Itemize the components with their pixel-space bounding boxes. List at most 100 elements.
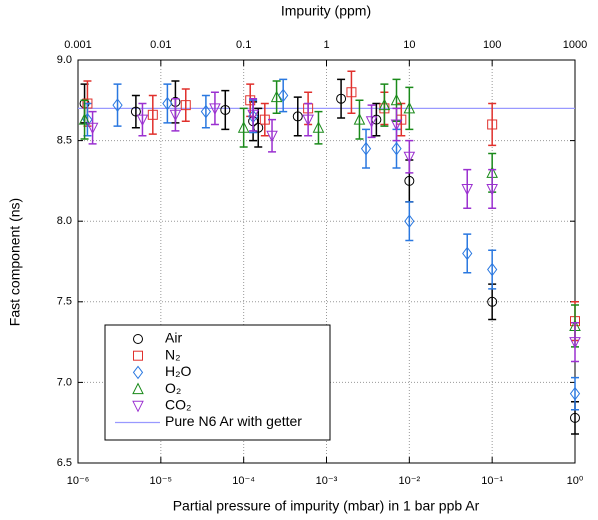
marker	[360, 141, 372, 156]
legend-label: N₂	[165, 346, 181, 362]
error-bar	[392, 107, 401, 142]
marker	[403, 101, 416, 114]
marker	[247, 109, 259, 122]
marker	[270, 90, 283, 103]
error-bar	[272, 80, 281, 114]
error-bar	[405, 86, 414, 131]
error-bar	[362, 128, 371, 169]
x-axis-title: Partial pressure of impurity (mbar) in 1…	[173, 498, 480, 514]
legend-box	[104, 324, 331, 441]
x2-axis-title: Impurity (ppm)	[281, 3, 371, 19]
marker	[403, 151, 416, 164]
error-bar	[268, 118, 277, 153]
marker	[312, 121, 325, 133]
legend-label: Pure N6 Ar with getter	[165, 413, 302, 429]
error-bar	[210, 91, 219, 126]
error-bar	[488, 249, 497, 290]
error-bar	[239, 107, 248, 148]
error-bar	[113, 83, 122, 127]
marker	[292, 111, 303, 122]
x-tick-label: 10⁰	[567, 475, 584, 487]
marker	[461, 183, 474, 196]
x2-tick-label: 1000	[563, 39, 587, 51]
error-bar	[148, 94, 157, 135]
x-tick-label: 10⁻¹	[481, 475, 503, 487]
x-tick-label: 10⁻⁶	[67, 475, 90, 487]
plot-frame	[77, 59, 576, 464]
marker	[200, 104, 212, 119]
marker	[570, 412, 580, 423]
x-tick-label: 10⁻⁵	[150, 475, 173, 487]
marker	[404, 214, 415, 229]
marker	[378, 98, 391, 111]
legend-marker	[132, 400, 144, 413]
marker	[130, 106, 141, 117]
marker	[487, 262, 498, 277]
marker	[390, 119, 403, 132]
error-bar	[293, 96, 302, 137]
error-bar	[337, 78, 346, 119]
error-bar	[304, 102, 313, 137]
legend-label: O₂	[165, 380, 181, 396]
error-bar	[405, 201, 414, 242]
marker	[365, 116, 378, 128]
legend-marker	[132, 365, 144, 380]
legend-label: H₂O	[165, 363, 192, 379]
error-bar	[355, 99, 364, 140]
error-bar	[181, 88, 190, 123]
marker	[278, 88, 289, 103]
error-bar	[488, 102, 497, 147]
legend-marker	[133, 334, 143, 344]
error-bar	[131, 94, 140, 129]
legend-label: Air	[165, 330, 182, 346]
error-bar	[279, 78, 288, 113]
y-tick-label: 7.0	[57, 376, 72, 388]
x-tick-label: 10⁻²	[398, 475, 420, 487]
marker	[346, 87, 357, 98]
x2-tick-label: 0.1	[236, 39, 251, 51]
marker	[180, 100, 191, 111]
x-tick-label: 10⁻⁴	[232, 475, 255, 487]
error-bar	[249, 97, 258, 132]
y-tick-label: 7.5	[57, 296, 72, 308]
error-bar	[372, 102, 381, 137]
marker	[237, 121, 250, 133]
error-bar	[405, 139, 414, 174]
marker	[86, 122, 99, 135]
error-bar	[201, 94, 210, 129]
x2-tick-label: 10	[403, 39, 415, 51]
marker	[462, 246, 473, 261]
error-bar	[463, 168, 472, 210]
marker	[162, 96, 173, 111]
y-tick-label: 6.5	[57, 457, 72, 469]
error-bar	[254, 107, 263, 148]
marker	[112, 98, 123, 112]
x2-tick-label: 1	[323, 39, 329, 51]
marker	[487, 119, 498, 130]
x2-tick-label: 100	[483, 39, 501, 51]
x-tick-label: 10⁻³	[316, 475, 338, 487]
error-bar	[347, 70, 356, 114]
marker	[391, 141, 402, 156]
marker	[302, 114, 314, 127]
error-bar	[463, 233, 472, 274]
marker	[404, 175, 415, 186]
marker	[220, 104, 231, 115]
legend-label: CO₂	[165, 397, 191, 413]
error-bar	[380, 83, 389, 127]
legend-marker	[132, 382, 144, 395]
error-bar	[80, 99, 89, 140]
marker	[353, 113, 366, 125]
x2-tick-label: 0.001	[64, 39, 92, 51]
y-axis-title: Fast component (ns)	[7, 198, 23, 326]
error-bar	[367, 104, 376, 139]
marker	[486, 183, 498, 196]
marker	[78, 113, 91, 125]
error-bar	[571, 322, 579, 363]
error-bar	[221, 89, 230, 131]
y-tick-label: 8.5	[57, 135, 72, 147]
marker	[169, 109, 182, 122]
marker	[136, 114, 149, 127]
marker	[209, 103, 221, 115]
